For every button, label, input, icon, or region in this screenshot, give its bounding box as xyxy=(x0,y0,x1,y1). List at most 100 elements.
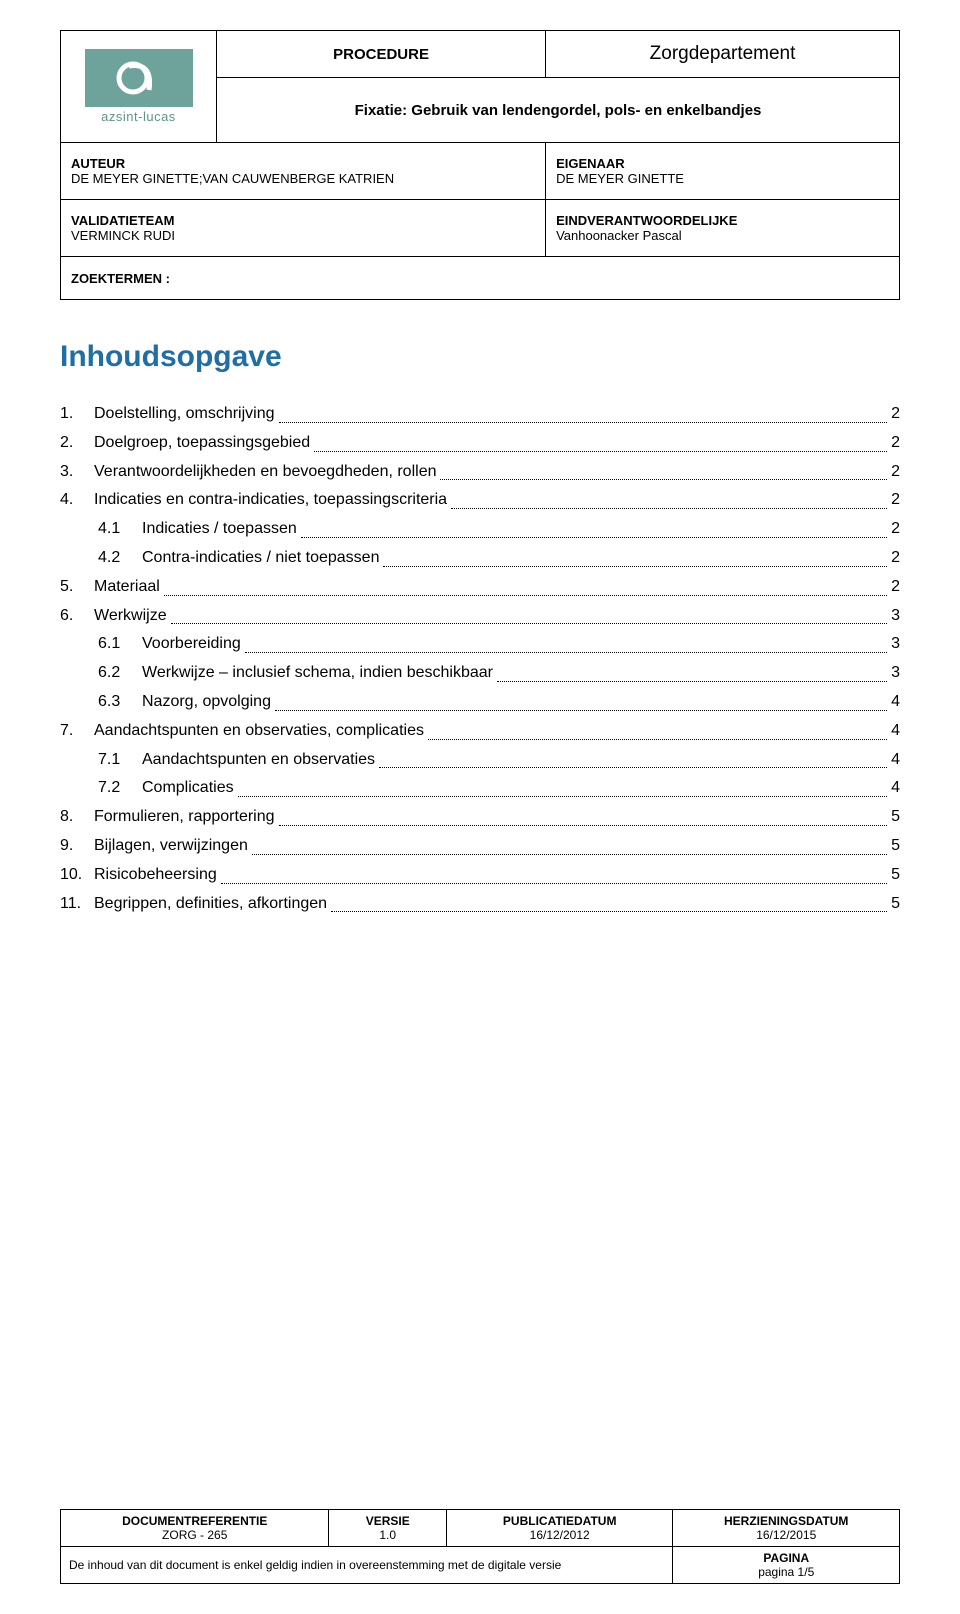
toc-entry[interactable]: 4.1Indicaties / toepassen 2 xyxy=(60,515,900,544)
toc-label: Bijlagen, verwijzingen xyxy=(94,832,248,861)
toc-leader-dots xyxy=(164,573,887,596)
toc-label: Begrippen, definities, afkortingen xyxy=(94,890,327,919)
validation-cell: VALIDATIETEAM VERMINCK RUDI xyxy=(61,200,546,257)
pagina-label: PAGINA xyxy=(763,1551,809,1565)
toc-page-number: 3 xyxy=(891,602,900,631)
document-title: Fixatie: Gebruik van lendengordel, pols-… xyxy=(217,78,900,143)
toc-page-number: 4 xyxy=(891,774,900,803)
toc-entry[interactable]: 6.2Werkwijze – inclusief schema, indien … xyxy=(60,659,900,688)
docref-label: DOCUMENTREFERENTIE xyxy=(122,1514,267,1528)
owner-value: DE MEYER GINETTE xyxy=(556,171,684,186)
logo-text: azsint-lucas xyxy=(85,109,193,124)
toc-label: Doelgroep, toepassingsgebied xyxy=(94,429,310,458)
toc-number: 3. xyxy=(60,458,94,487)
toc-entry[interactable]: 7.2Complicaties4 xyxy=(60,774,900,803)
responsible-cell: EINDVERANTWOORDELIJKE Vanhoonacker Pasca… xyxy=(546,200,900,257)
toc-entry[interactable]: 8.Formulieren, rapportering5 xyxy=(60,803,900,832)
validity-note: De inhoud van dit document is enkel geld… xyxy=(61,1547,673,1584)
toc-entry[interactable]: 11.Begrippen, definities, afkortingen 5 xyxy=(60,890,900,919)
toc-page-number: 4 xyxy=(891,717,900,746)
toc-page-number: 3 xyxy=(891,659,900,688)
toc-page-number: 2 xyxy=(891,458,900,487)
toc-leader-dots xyxy=(383,544,887,567)
toc-page-number: 5 xyxy=(891,890,900,919)
toc-number: 4. xyxy=(60,486,94,515)
revdate-cell: HERZIENINGSDATUM 16/12/2015 xyxy=(673,1510,900,1547)
toc-leader-dots xyxy=(275,688,887,711)
toc-entry[interactable]: 6.3Nazorg, opvolging4 xyxy=(60,688,900,717)
toc-entry[interactable]: 4.2Contra-indicaties / niet toepassen2 xyxy=(60,544,900,573)
owner-cell: EIGENAAR DE MEYER GINETTE xyxy=(546,143,900,200)
toc-entry[interactable]: 5.Materiaal2 xyxy=(60,573,900,602)
toc-number: 4.1 xyxy=(98,515,142,544)
docref-cell: DOCUMENTREFERENTIE ZORG - 265 xyxy=(61,1510,329,1547)
toc-entry[interactable]: 1.Doelstelling, omschrijving2 xyxy=(60,400,900,429)
toc-number: 11. xyxy=(60,890,94,919)
toc-entry[interactable]: 4.Indicaties en contra-indicaties, toepa… xyxy=(60,486,900,515)
owner-label: EIGENAAR xyxy=(556,156,625,171)
toc-heading: Inhoudsopgave xyxy=(60,340,900,374)
logo-icon xyxy=(85,49,193,107)
toc-leader-dots xyxy=(279,400,888,423)
revdate-label: HERZIENINGSDATUM xyxy=(724,1514,848,1528)
toc-number: 8. xyxy=(60,803,94,832)
pubdate-label: PUBLICATIEDATUM xyxy=(503,1514,617,1528)
toc-entry[interactable]: 7.Aandachtspunten en observaties, compli… xyxy=(60,717,900,746)
toc-number: 7. xyxy=(60,717,94,746)
toc-label: Doelstelling, omschrijving xyxy=(94,400,275,429)
docref-value: ZORG - 265 xyxy=(162,1528,227,1542)
toc-page-number: 4 xyxy=(891,746,900,775)
toc-label: Indicaties / toepassen xyxy=(142,515,297,544)
toc-leader-dots xyxy=(221,861,887,884)
responsible-value: Vanhoonacker Pascal xyxy=(556,228,682,243)
toc-leader-dots xyxy=(428,717,887,740)
toc-entry[interactable]: 6.1Voorbereiding 3 xyxy=(60,630,900,659)
pubdate-cell: PUBLICATIEDATUM 16/12/2012 xyxy=(446,1510,673,1547)
validation-label: VALIDATIETEAM xyxy=(71,213,175,228)
toc-number: 7.1 xyxy=(98,746,142,775)
toc-label: Aandachtspunten en observaties xyxy=(142,746,375,775)
procedure-label: PROCEDURE xyxy=(217,31,546,78)
toc-page-number: 3 xyxy=(891,630,900,659)
toc-label: Nazorg, opvolging xyxy=(142,688,271,717)
toc-number: 5. xyxy=(60,573,94,602)
toc-number: 6.1 xyxy=(98,630,142,659)
toc-leader-dots xyxy=(331,890,887,913)
logo: azsint-lucas xyxy=(85,49,193,124)
toc-leader-dots xyxy=(279,803,888,826)
toc-label: Risicobeheersing xyxy=(94,861,217,890)
toc-entry[interactable]: 6.Werkwijze3 xyxy=(60,602,900,631)
document-header: azsint-lucas PROCEDURE Zorgdepartement F… xyxy=(60,30,900,300)
pubdate-value: 16/12/2012 xyxy=(530,1528,590,1542)
validation-value: VERMINCK RUDI xyxy=(71,228,175,243)
toc-entry[interactable]: 7.1Aandachtspunten en observaties 4 xyxy=(60,746,900,775)
toc-number: 10. xyxy=(60,861,94,890)
toc-page-number: 2 xyxy=(891,573,900,602)
toc-page-number: 5 xyxy=(891,861,900,890)
zoektermen-cell: ZOEKTERMEN : xyxy=(61,257,900,300)
toc-number: 4.2 xyxy=(98,544,142,573)
toc-entry[interactable]: 2.Doelgroep, toepassingsgebied2 xyxy=(60,429,900,458)
toc-leader-dots xyxy=(379,746,887,769)
author-value: DE MEYER GINETTE;VAN CAUWENBERGE KATRIEN xyxy=(71,171,394,186)
table-of-contents: 1.Doelstelling, omschrijving22.Doelgroep… xyxy=(60,400,900,918)
toc-page-number: 2 xyxy=(891,515,900,544)
toc-leader-dots xyxy=(314,429,887,452)
logo-cell: azsint-lucas xyxy=(61,31,217,143)
toc-number: 9. xyxy=(60,832,94,861)
toc-leader-dots xyxy=(252,832,887,855)
version-label: VERSIE xyxy=(366,1514,410,1528)
toc-label: Contra-indicaties / niet toepassen xyxy=(142,544,379,573)
toc-page-number: 2 xyxy=(891,429,900,458)
toc-leader-dots xyxy=(497,659,887,682)
toc-leader-dots xyxy=(245,630,887,653)
toc-label: Werkwijze – inclusief schema, indien bes… xyxy=(142,659,493,688)
revdate-value: 16/12/2015 xyxy=(756,1528,816,1542)
toc-label: Voorbereiding xyxy=(142,630,241,659)
toc-page-number: 2 xyxy=(891,486,900,515)
toc-entry[interactable]: 9.Bijlagen, verwijzingen5 xyxy=(60,832,900,861)
version-cell: VERSIE 1.0 xyxy=(329,1510,446,1547)
toc-label: Verantwoordelijkheden en bevoegdheden, r… xyxy=(94,458,436,487)
toc-entry[interactable]: 3.Verantwoordelijkheden en bevoegdheden,… xyxy=(60,458,900,487)
toc-entry[interactable]: 10.Risicobeheersing 5 xyxy=(60,861,900,890)
